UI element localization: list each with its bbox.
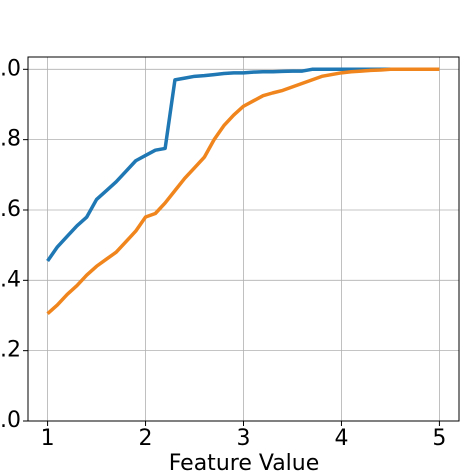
y-tick-label: .6 [0, 197, 21, 222]
x-axis-label: Feature Value [169, 451, 320, 474]
y-tick-label: .8 [0, 127, 21, 152]
x-tick-label: 3 [237, 426, 251, 451]
y-tick-label: .4 [0, 267, 21, 292]
y-tick-label: .0 [0, 56, 21, 81]
x-tick-label: 1 [41, 426, 55, 451]
x-tick-label: 4 [334, 426, 348, 451]
x-tick-label: 2 [139, 426, 153, 451]
line-series [46, 67, 440, 316]
y-tick-label: .2 [0, 338, 21, 363]
x-tick-label: 5 [432, 426, 446, 451]
plot-frame [27, 56, 460, 422]
y-tick-label: .0 [0, 408, 21, 433]
